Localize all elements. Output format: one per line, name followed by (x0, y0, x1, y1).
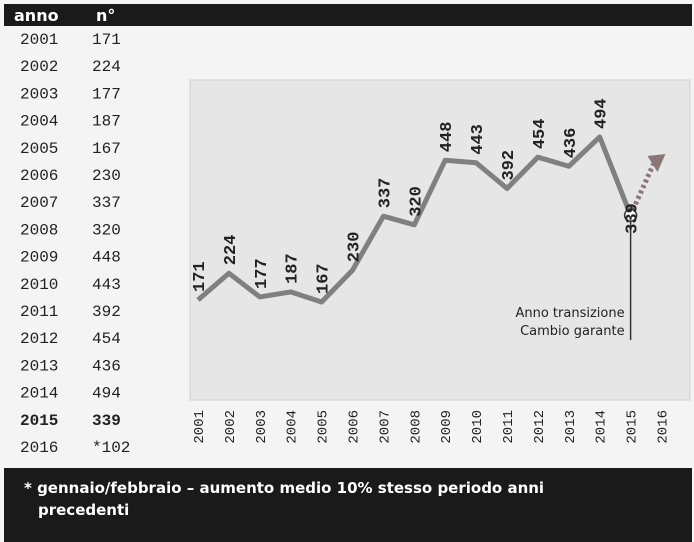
count-cell: 224 (92, 58, 121, 76)
value-label: 392 (500, 150, 519, 181)
year-cell: 2004 (20, 113, 58, 131)
count-cell: 454 (92, 330, 121, 348)
year-cell: 2012 (20, 330, 58, 348)
year-cell: 2014 (20, 385, 58, 403)
value-label: 167 (315, 263, 334, 294)
value-label: 171 (191, 261, 210, 292)
annotation: Cambio garante (520, 324, 625, 339)
year-cell: 2006 (20, 167, 58, 185)
data-line (196, 134, 633, 305)
x-tick-label: 2009 (439, 410, 455, 444)
x-tick-label: 2001 (192, 410, 208, 444)
count-cell: 230 (92, 167, 121, 185)
x-tick-label: 2003 (254, 410, 270, 444)
year-cell: 2015 (20, 412, 58, 430)
header-anno: anno (14, 6, 59, 25)
x-tick-label: 2005 (316, 410, 332, 444)
count-cell: 320 (92, 221, 121, 239)
year-cell: 2013 (20, 357, 58, 375)
count-cell: 448 (92, 249, 121, 267)
count-cell: 339 (92, 412, 121, 430)
x-tick-label: 2010 (470, 410, 486, 444)
x-tick-label: 2014 (594, 410, 610, 444)
value-label: 320 (407, 186, 426, 217)
x-tick-label: 2007 (377, 410, 393, 444)
year-cell: 2008 (20, 221, 58, 239)
header-n: n° (96, 6, 115, 25)
year-cell: 2005 (20, 140, 58, 158)
x-tick-label: 2016 (656, 410, 672, 444)
count-cell: 436 (92, 357, 121, 375)
year-cell: 2010 (20, 276, 58, 294)
trend-arrow-head (647, 154, 666, 172)
year-cell: 2003 (20, 85, 58, 103)
footnote-line: precedenti (38, 501, 129, 519)
value-label: 337 (376, 178, 395, 209)
value-label: 187 (284, 253, 303, 284)
footer-bar (4, 468, 692, 542)
x-tick-label: 2004 (285, 410, 301, 444)
count-cell: 392 (92, 303, 121, 321)
x-tick-label: 2012 (532, 410, 548, 444)
count-cell: 443 (92, 276, 121, 294)
value-label: 339 (624, 203, 643, 234)
value-label: 230 (346, 232, 365, 263)
annotation: Anno transizione (515, 306, 624, 321)
value-label: 454 (531, 119, 550, 150)
x-tick-label: 2015 (625, 410, 641, 444)
value-label: 436 (562, 128, 581, 159)
footnote: * gennaio/febbraio – aumento medio 10% s… (24, 479, 544, 519)
value-label: 494 (593, 98, 612, 129)
year-cell: 2001 (20, 31, 58, 49)
count-cell: *102 (92, 439, 130, 457)
value-label: 224 (222, 235, 241, 266)
count-cell: 187 (92, 113, 121, 131)
x-tick-label: 2002 (223, 410, 239, 444)
count-cell: 177 (92, 85, 121, 103)
x-tick-label: 2006 (347, 410, 363, 444)
x-tick-label: 2008 (408, 410, 424, 444)
count-cell: 494 (92, 385, 121, 403)
x-tick-label: 2011 (501, 410, 517, 444)
value-label: 448 (438, 122, 457, 153)
year-cell: 2009 (20, 249, 58, 267)
value-label: 443 (469, 124, 488, 155)
count-cell: 167 (92, 140, 121, 158)
header-bar (4, 4, 692, 26)
value-label: 177 (253, 258, 272, 289)
count-cell: 171 (92, 31, 121, 49)
year-cell: 2011 (20, 303, 58, 321)
chart-panel (189, 79, 691, 401)
year-cell: 2002 (20, 58, 58, 76)
transition-point (623, 208, 638, 222)
count-cell: 337 (92, 194, 121, 212)
year-cell: 2007 (20, 194, 58, 212)
footnote-line: * gennaio/febbraio – aumento medio 10% s… (24, 479, 544, 497)
x-tick-label: 2013 (563, 410, 579, 444)
year-cell: 2016 (20, 439, 58, 457)
